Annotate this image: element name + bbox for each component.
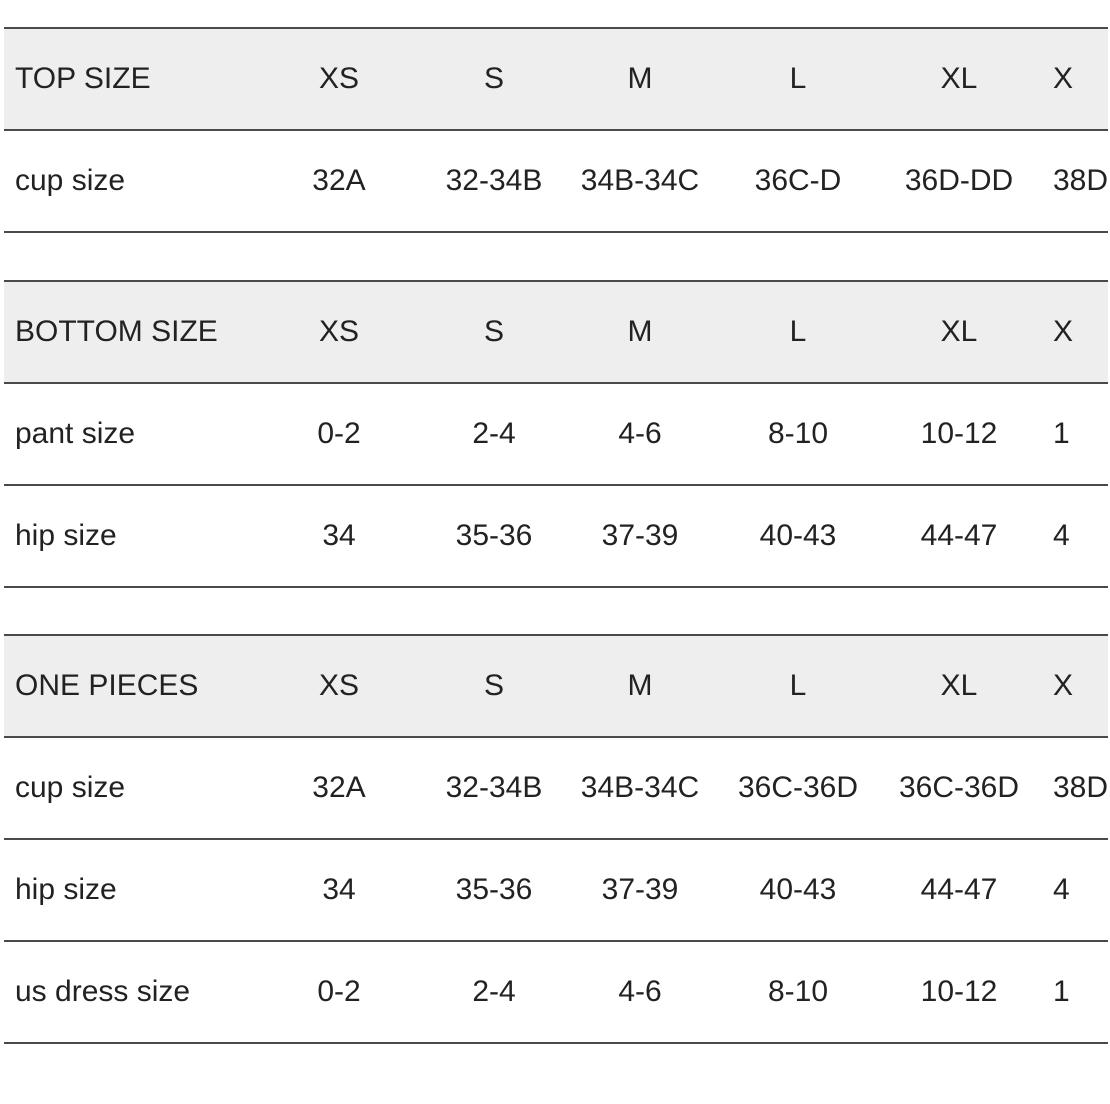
table-cell: 38D	[1053, 164, 1109, 197]
table-row: hip size 34 35-36 37-39 40-43 44-47 4	[4, 486, 1110, 588]
size-header-cell: X	[1053, 315, 1074, 348]
size-header-cell: S	[483, 669, 505, 702]
table-cell: 32A	[312, 164, 366, 197]
size-header-cell: M	[627, 669, 653, 702]
size-header-cell: L	[789, 62, 807, 95]
size-header-cell: XS	[318, 315, 360, 348]
size-header-cell: X	[1053, 62, 1074, 95]
table-cell: 32-34B	[445, 771, 543, 804]
size-header-cell: XS	[318, 62, 360, 95]
table-cell: 37-39	[601, 519, 679, 552]
size-header-cell: X	[1053, 669, 1074, 702]
row-label: hip size	[15, 519, 117, 552]
row-label: hip size	[15, 873, 117, 906]
table-cell: 1	[1053, 975, 1070, 1008]
table-row: cup size 32A 32-34B 34B-34C 36C-D 36D-DD 38D	[4, 131, 1110, 233]
table-cell: 2-4	[472, 975, 516, 1008]
size-header-cell: XL	[940, 669, 978, 702]
table-cell: 35-36	[455, 519, 533, 552]
table-cell: 4-6	[618, 975, 662, 1008]
table-cell: 4	[1053, 873, 1070, 906]
table-cell: 44-47	[920, 873, 998, 906]
size-header-cell: L	[789, 669, 807, 702]
table-cell: 10-12	[920, 417, 998, 450]
size-header-cell: S	[483, 315, 505, 348]
table-cell: 32A	[312, 771, 366, 804]
table-cell: 37-39	[601, 873, 679, 906]
table-row: us dress size 0-2 2-4 4-6 8-10 10-12 1	[4, 942, 1110, 1044]
table-cell: 10-12	[920, 975, 998, 1008]
row-label: ONE PIECES	[15, 669, 199, 702]
table-cell: 32-34B	[445, 164, 543, 197]
table-cell: 36C-D	[754, 164, 842, 197]
row-label: cup size	[15, 771, 126, 804]
row-label: pant size	[15, 417, 136, 450]
table-cell: 4	[1053, 519, 1070, 552]
table-cell: 38D	[1053, 771, 1109, 804]
table-cell: 8-10	[767, 975, 829, 1008]
row-label: TOP SIZE	[15, 62, 151, 95]
size-header-cell: XL	[940, 62, 978, 95]
table-cell: 36C-36D	[737, 771, 859, 804]
table-cell: 44-47	[920, 519, 998, 552]
size-header-cell: S	[483, 62, 505, 95]
table-row: cup size 32A 32-34B 34B-34C 36C-36D 36C-36D 38…	[4, 738, 1110, 840]
table-cell: 36D-DD	[904, 164, 1014, 197]
right-edge	[1108, 0, 1110, 1104]
table-cell: 35-36	[455, 873, 533, 906]
table-cell: 36C-36D	[898, 771, 1020, 804]
row-label: us dress size	[15, 975, 191, 1008]
table-header-row: ONE PIECES XS S M L XL X	[4, 634, 1110, 738]
size-header-cell: M	[627, 62, 653, 95]
table-cell: 34B-34C	[580, 771, 700, 804]
table-header-row: BOTTOM SIZE XS S M L XL X	[4, 280, 1110, 384]
table-cell: 34	[322, 519, 356, 552]
table-cell: 40-43	[759, 873, 837, 906]
table-row: hip size 34 35-36 37-39 40-43 44-47 4	[4, 840, 1110, 942]
size-header-cell: XL	[940, 315, 978, 348]
table-cell: 34B-34C	[580, 164, 700, 197]
row-label: BOTTOM SIZE	[15, 315, 218, 348]
table-cell: 34	[322, 873, 356, 906]
table-cell: 2-4	[472, 417, 516, 450]
size-header-cell: XS	[318, 669, 360, 702]
table-cell: 8-10	[767, 417, 829, 450]
table-cell: 40-43	[759, 519, 837, 552]
row-label: cup size	[15, 164, 126, 197]
table-cell: 0-2	[317, 417, 361, 450]
table-row: pant size 0-2 2-4 4-6 8-10 10-12 1	[4, 384, 1110, 486]
table-cell: 4-6	[618, 417, 662, 450]
size-header-cell: M	[627, 315, 653, 348]
table-header-row: TOP SIZE XS S M L XL X	[4, 27, 1110, 131]
table-cell: 0-2	[317, 975, 361, 1008]
table-cell: 1	[1053, 417, 1070, 450]
size-header-cell: L	[789, 315, 807, 348]
